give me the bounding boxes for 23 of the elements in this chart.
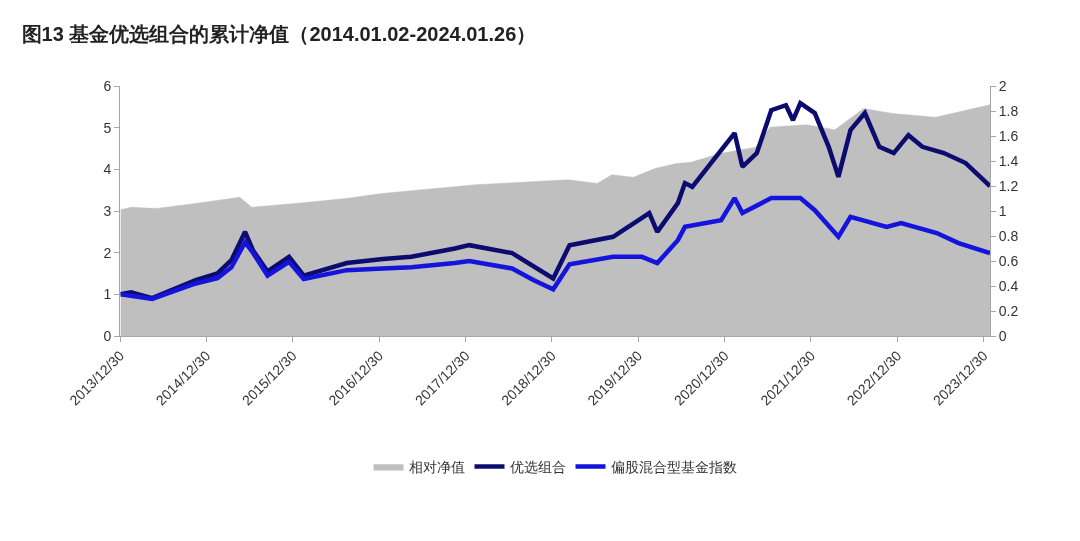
y2-tick-label: 0	[998, 327, 1007, 344]
y-tick-label: 3	[103, 202, 112, 219]
y2-tick-label: 1	[998, 202, 1007, 219]
y-tick-label: 6	[103, 77, 112, 94]
y2-tick-label: 0.8	[998, 227, 1019, 244]
chart-title: 图13 基金优选组合的累计净值（2014.01.02-2024.01.26）	[21, 23, 537, 46]
y2-tick-label: 1.8	[998, 102, 1019, 119]
y-tick-label: 0	[103, 327, 112, 344]
y2-tick-label: 0.4	[998, 277, 1019, 294]
y2-tick-label: 1.4	[998, 152, 1019, 169]
legend-label: 偏股混合型基金指数	[610, 459, 737, 476]
y2-tick-label: 1.6	[998, 127, 1019, 144]
y-tick-label: 5	[103, 119, 112, 136]
y2-tick-label: 1.2	[998, 177, 1019, 194]
line-series	[120, 195, 990, 302]
y-tick-label: 4	[103, 161, 112, 178]
legend-label: 相对净值	[408, 459, 465, 476]
y2-tick-label: 0.6	[998, 252, 1019, 269]
y-tick-label: 2	[103, 244, 112, 261]
y2-tick-label: 2	[998, 77, 1007, 94]
y2-tick-label: 0.2	[998, 302, 1019, 319]
legend-label: 优选组合	[509, 459, 566, 476]
y-tick-label: 1	[103, 286, 112, 303]
